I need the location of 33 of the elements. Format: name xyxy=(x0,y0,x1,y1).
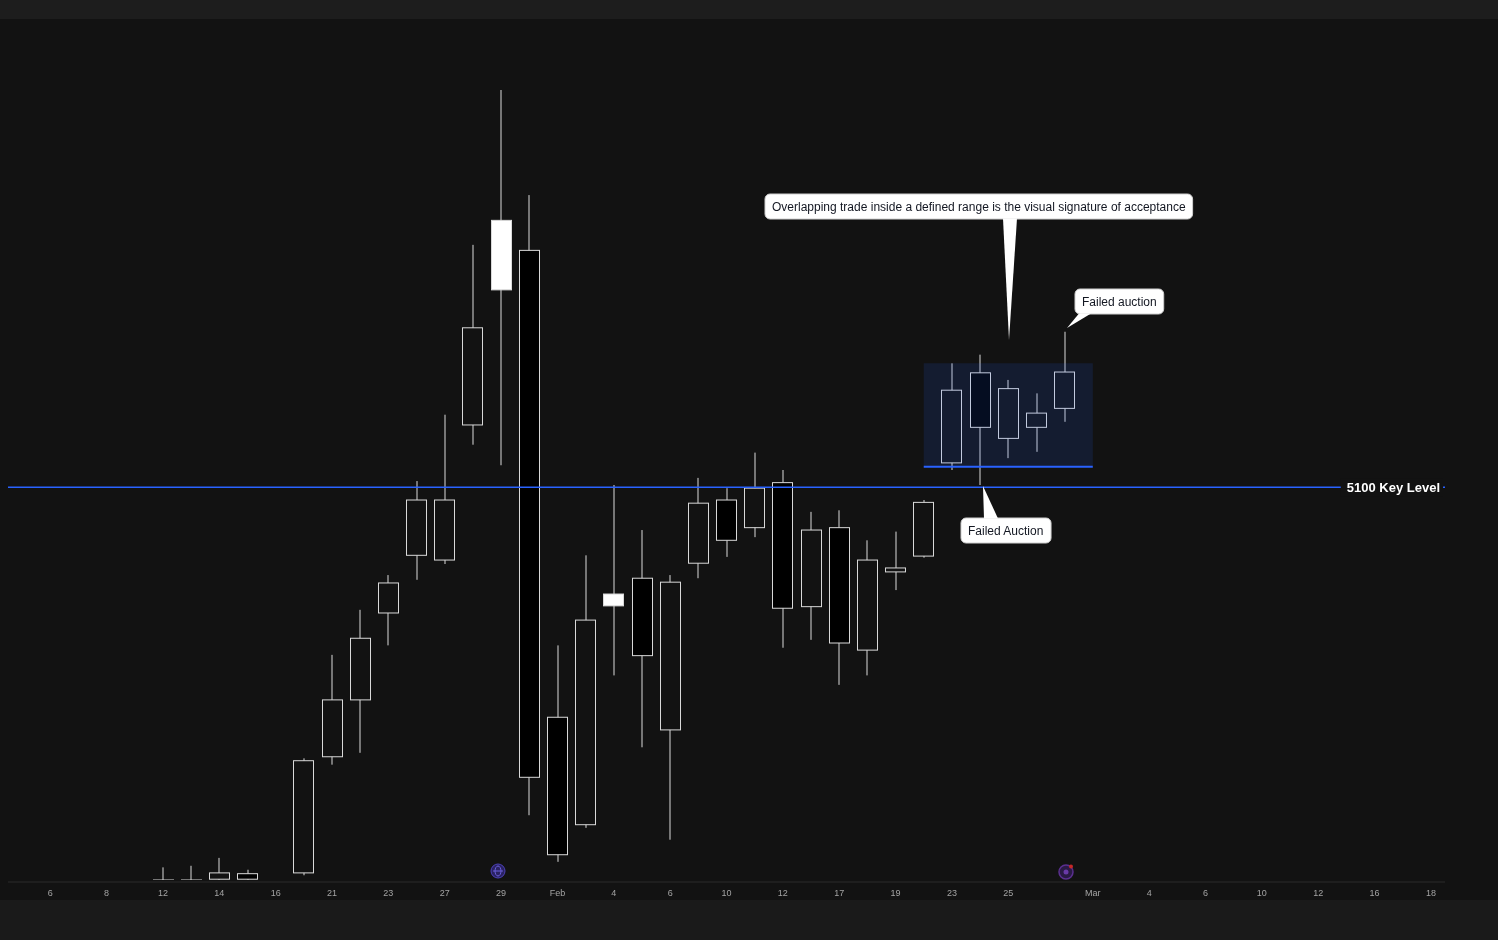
x-tick-label: 6 xyxy=(1202,888,1209,899)
x-tick-label: 21 xyxy=(327,888,338,899)
x-tick-label: 23 xyxy=(946,888,957,899)
annotation: Overlapping trade inside a defined range is the visual signature of acceptance xyxy=(772,200,1186,214)
x-tick-label: 18 xyxy=(1425,888,1436,899)
candlestick xyxy=(153,867,174,880)
x-tick-label: 14 xyxy=(214,888,225,899)
x-tick-label: 12 xyxy=(157,888,168,899)
annotation: Failed auction xyxy=(1082,295,1157,309)
x-tick-label: 6 xyxy=(47,888,53,899)
x-tick-label: 8 xyxy=(104,888,110,899)
x-tick-label: 4 xyxy=(1146,888,1152,899)
x-tick-label: 16 xyxy=(1369,888,1380,899)
x-tick-label: 10 xyxy=(721,888,732,899)
x-tick-label: 23 xyxy=(383,888,394,899)
x-tick-label: 12 xyxy=(777,888,788,899)
annotation: Failed Auction xyxy=(968,524,1044,538)
candlestick xyxy=(885,531,906,591)
x-tick-label: 12 xyxy=(1313,888,1324,899)
x-tick-label: 4 xyxy=(611,888,617,899)
x-tick-label: 25 xyxy=(1003,888,1014,899)
candlestick xyxy=(603,485,624,676)
x-tick-label: 27 xyxy=(439,888,450,899)
x-tick-label: 29 xyxy=(496,888,507,899)
ref-line-label: 5100 Key Level xyxy=(1346,479,1440,495)
x-tick-label: 17 xyxy=(834,888,845,899)
x-tick-label: 19 xyxy=(890,888,901,899)
x-tick-label: 10 xyxy=(1256,888,1267,899)
x-tick-label: 6 xyxy=(667,888,673,899)
candlestick xyxy=(181,865,202,880)
x-tick-label: 16 xyxy=(270,888,281,899)
x-tick-label: Feb xyxy=(549,888,566,899)
x-tick-label: Mar xyxy=(1085,888,1101,899)
